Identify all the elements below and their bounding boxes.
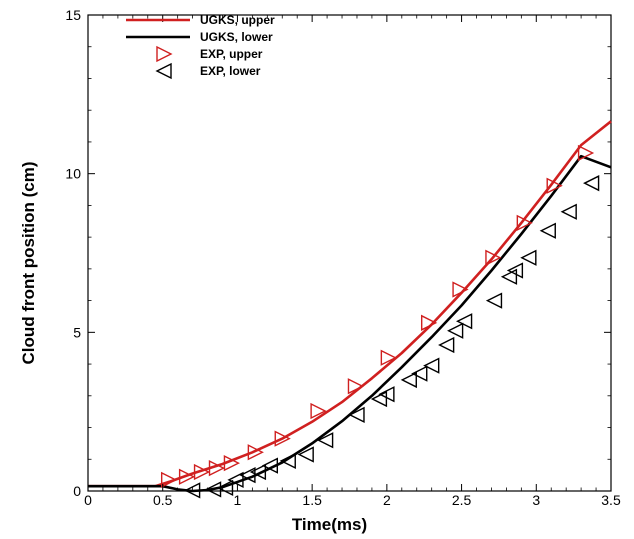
- data-point: [370, 390, 388, 408]
- x-tick-label: 3.5: [601, 492, 621, 508]
- legend-label: EXP, upper: [200, 47, 263, 61]
- data-point: [193, 463, 211, 481]
- data-point: [455, 313, 473, 330]
- data-point: [239, 467, 256, 484]
- legend-entry: UGKS, lower: [126, 30, 273, 44]
- plot-area: [87, 14, 612, 492]
- legend-entry: EXP, lower: [155, 62, 261, 80]
- y-tick-label: 5: [73, 324, 81, 340]
- plot-frame: [87, 14, 612, 492]
- x-tick-label: 3: [532, 492, 540, 508]
- legend-label: UGKS, lower: [200, 30, 273, 44]
- y-tick-label: 15: [65, 7, 81, 23]
- data-point: [310, 402, 327, 420]
- data-point: [506, 262, 524, 279]
- legend-entry: EXP, upper: [156, 45, 263, 63]
- legend-entry: UGKS, upper: [126, 13, 275, 27]
- data-point: [261, 457, 279, 474]
- data-point: [420, 314, 438, 331]
- data-point: [423, 357, 440, 374]
- data-point: [560, 203, 577, 220]
- data-point: [184, 482, 201, 499]
- series-2: [160, 144, 595, 489]
- series-3: [184, 175, 600, 499]
- data-point: [546, 177, 563, 194]
- series-layer: [88, 120, 612, 499]
- data-point: [274, 430, 291, 447]
- data-point: [516, 214, 533, 231]
- data-point: [297, 446, 314, 463]
- legend-label: UGKS, upper: [200, 13, 275, 27]
- data-point: [485, 249, 502, 266]
- data-point: [160, 471, 178, 489]
- data-point: [378, 386, 395, 403]
- data-point: [452, 281, 469, 298]
- series-line: [88, 120, 612, 488]
- legend-marker-swatch: [156, 45, 173, 63]
- legend: UGKS, upper UGKS, lower EXP, upper EXP, low…: [126, 13, 275, 80]
- y-tick-label: 10: [65, 166, 81, 182]
- data-point: [249, 463, 267, 481]
- data-point: [485, 292, 503, 309]
- series-line: [88, 154, 612, 493]
- data-point: [347, 378, 365, 395]
- data-point: [247, 444, 264, 461]
- data-point: [577, 144, 595, 162]
- data-point: [178, 468, 196, 485]
- data-point: [279, 452, 296, 469]
- legend-marker-swatch: [155, 62, 172, 80]
- data-point: [447, 322, 464, 339]
- x-tick-label: 2.5: [452, 492, 472, 508]
- data-point: [583, 175, 600, 192]
- axes-layer: 0 0.5 1 1.5 2 2.5 3 3.5 0 5 10 15: [65, 7, 621, 508]
- data-point: [208, 460, 226, 477]
- data-point: [380, 349, 397, 366]
- data-point: [317, 432, 334, 449]
- data-point: [400, 371, 417, 389]
- data-point: [227, 471, 244, 489]
- legend-label: EXP, lower: [200, 64, 261, 78]
- data-point: [411, 365, 428, 382]
- x-tick-label: 0: [84, 492, 92, 508]
- x-tick-label: 2: [383, 492, 391, 508]
- series-0: [88, 120, 612, 488]
- data-point: [520, 249, 537, 266]
- x-axis-title: Time(ms): [292, 515, 367, 534]
- y-tick-label: 0: [73, 483, 81, 499]
- x-tick-label: 1: [234, 492, 242, 508]
- data-point: [438, 336, 455, 354]
- series-1: [88, 154, 612, 493]
- x-tick-label: 1.5: [302, 492, 322, 508]
- data-point: [500, 268, 518, 285]
- y-axis-title: Cloud front position (cm): [19, 161, 38, 364]
- data-point: [223, 454, 241, 472]
- data-point: [348, 406, 365, 423]
- x-tick-label: 0.5: [153, 492, 173, 508]
- data-point: [216, 479, 234, 496]
- data-point: [539, 222, 556, 239]
